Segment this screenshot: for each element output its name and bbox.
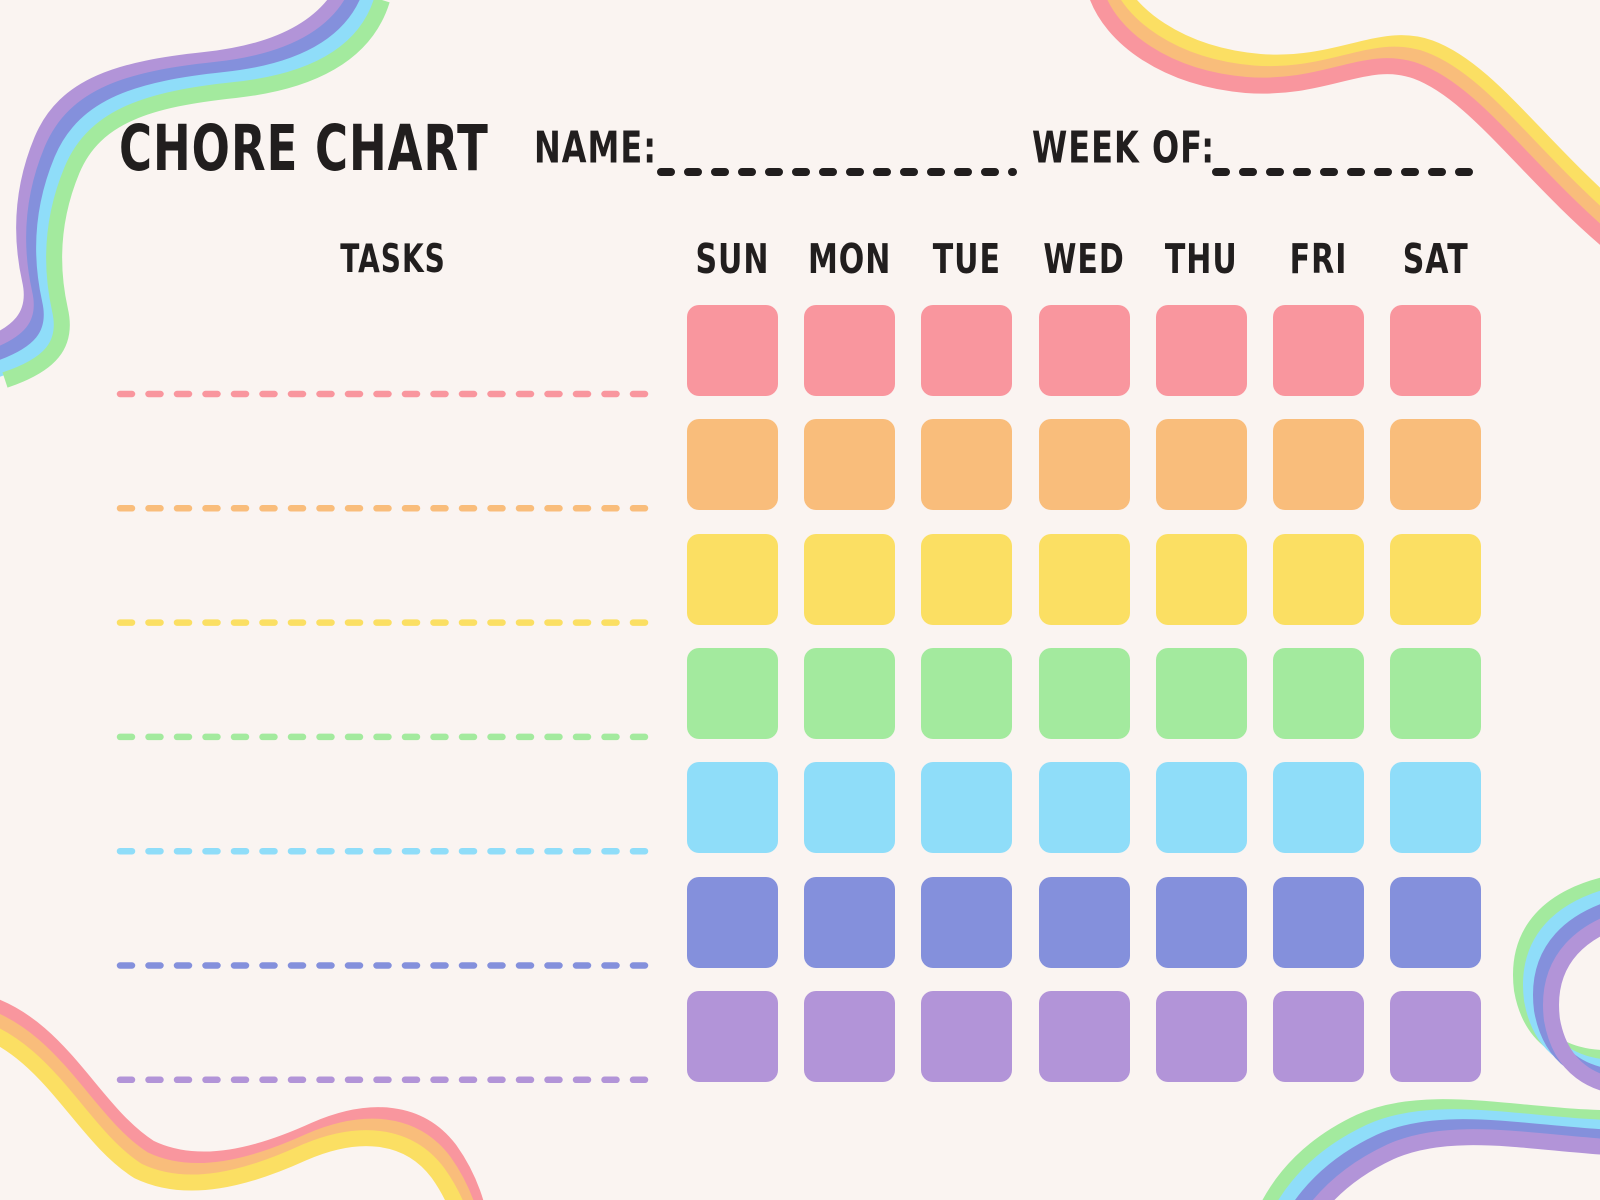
chore-cell-yellow-wed[interactable]	[1038, 533, 1130, 625]
chore-cell-periwinkle-tue[interactable]	[921, 876, 1013, 968]
chore-cell-orange-fri[interactable]	[1273, 419, 1364, 511]
chore-cell-yellow-fri[interactable]	[1273, 533, 1364, 625]
chore-cell-yellow-sat[interactable]	[1390, 533, 1482, 625]
chore-cell-pink-fri[interactable]	[1273, 305, 1364, 396]
day-header-mon: MON	[807, 235, 892, 285]
chore-cell-sky-wed[interactable]	[1038, 762, 1130, 854]
chore-cell-green-wed[interactable]	[1038, 647, 1130, 739]
chore-cell-purple-mon[interactable]	[804, 990, 896, 1082]
chore-cell-orange-wed[interactable]	[1038, 419, 1130, 511]
page-title: CHORE CHART	[119, 111, 489, 186]
chore-cell-pink-tue[interactable]	[921, 305, 1013, 396]
chore-cell-yellow-sun[interactable]	[687, 533, 778, 625]
chore-cell-yellow-tue[interactable]	[921, 533, 1013, 625]
day-header-sun: SUN	[695, 235, 770, 285]
day-header-sat: SAT	[1402, 235, 1469, 285]
chore-cell-orange-tue[interactable]	[921, 419, 1013, 511]
chore-cell-sky-sat[interactable]	[1390, 762, 1482, 854]
chore-cell-pink-wed[interactable]	[1038, 305, 1130, 396]
chore-cell-yellow-thu[interactable]	[1155, 533, 1247, 625]
chore-cell-purple-sat[interactable]	[1390, 990, 1482, 1082]
chore-cell-purple-wed[interactable]	[1038, 990, 1130, 1082]
name-label: NAME:	[534, 121, 658, 174]
chore-cell-periwinkle-fri[interactable]	[1273, 876, 1364, 968]
chore-cell-pink-thu[interactable]	[1155, 305, 1247, 396]
chore-cell-purple-thu[interactable]	[1155, 990, 1247, 1082]
chore-cell-green-thu[interactable]	[1155, 647, 1247, 739]
chore-cell-pink-sat[interactable]	[1390, 305, 1482, 396]
chore-cell-pink-sun[interactable]	[687, 305, 778, 396]
chore-cell-periwinkle-sat[interactable]	[1390, 876, 1482, 968]
chore-cell-purple-tue[interactable]	[921, 990, 1013, 1082]
day-header-tue: TUE	[932, 235, 1002, 285]
week-of-label: WEEK OF:	[1032, 121, 1216, 174]
chore-cell-sky-fri[interactable]	[1273, 762, 1364, 854]
chore-cell-orange-thu[interactable]	[1155, 419, 1247, 511]
day-header-wed: WED	[1043, 235, 1125, 285]
chore-cell-sky-thu[interactable]	[1155, 762, 1247, 854]
chore-cell-green-mon[interactable]	[804, 647, 896, 739]
chore-cell-periwinkle-sun[interactable]	[687, 876, 778, 968]
chore-cell-purple-sun[interactable]	[687, 990, 778, 1082]
chore-cell-periwinkle-wed[interactable]	[1038, 876, 1130, 968]
chore-cell-periwinkle-mon[interactable]	[804, 876, 896, 968]
chore-cell-sky-sun[interactable]	[687, 762, 778, 854]
day-header-fri: FRI	[1289, 235, 1348, 285]
chore-cell-yellow-mon[interactable]	[804, 533, 896, 625]
chore-cell-sky-tue[interactable]	[921, 762, 1013, 854]
chore-cell-green-fri[interactable]	[1273, 647, 1364, 739]
chore-cell-green-tue[interactable]	[921, 647, 1013, 739]
day-header-thu: THU	[1164, 235, 1238, 285]
tasks-column-header: TASKS	[340, 235, 446, 282]
chore-cell-pink-mon[interactable]	[804, 305, 896, 396]
chore-cell-sky-mon[interactable]	[804, 762, 896, 854]
chore-cell-purple-fri[interactable]	[1273, 990, 1364, 1082]
chore-cell-green-sat[interactable]	[1390, 647, 1482, 739]
chore-cell-orange-sat[interactable]	[1390, 419, 1482, 511]
chore-cell-orange-sun[interactable]	[687, 419, 778, 511]
chore-cell-periwinkle-thu[interactable]	[1155, 876, 1247, 968]
chore-cell-orange-mon[interactable]	[804, 419, 896, 511]
chore-cell-green-sun[interactable]	[687, 647, 778, 739]
